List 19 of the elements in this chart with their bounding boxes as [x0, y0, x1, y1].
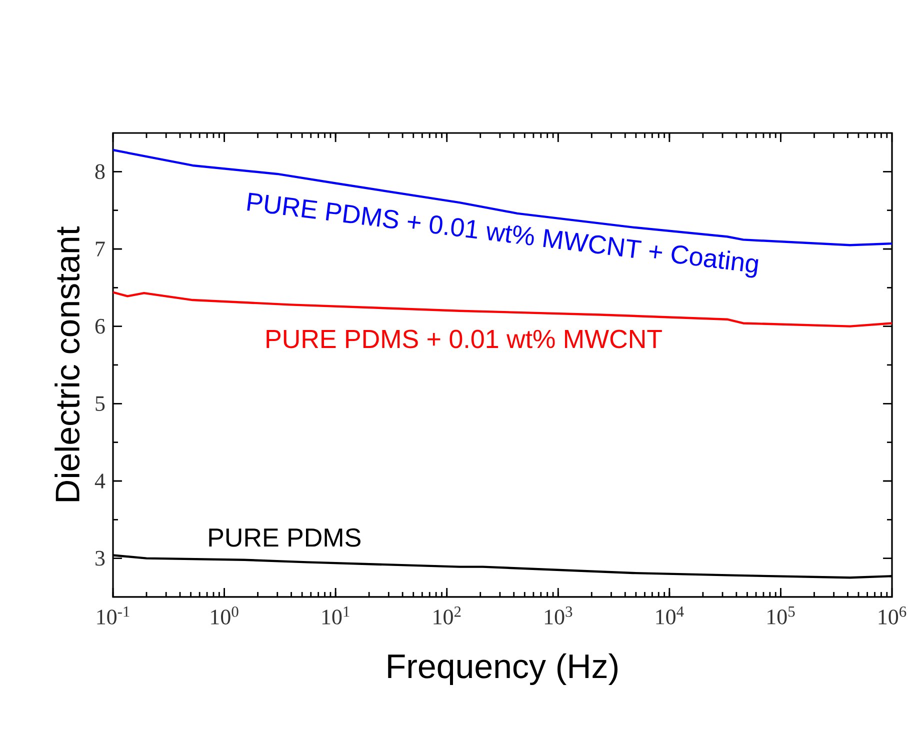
x-tick-label: 10$^{5}$ — [768, 606, 795, 624]
y-tick-label: 8 — [95, 164, 105, 180]
x-tick-label: 10$^{6}$ — [878, 606, 906, 624]
x-tick-label: 10$^{2}$ — [434, 606, 461, 624]
x-tick-label: 10$^{0}$ — [211, 606, 238, 625]
y-axis-title: Dielectric constant — [54, 226, 80, 502]
x-axis-title: Frequency (Hz) — [388, 653, 618, 686]
y-tick-label: 5 — [96, 396, 105, 411]
series-label: PURE PDMS + 0.01 wt% MWCNT — [266, 330, 662, 348]
y-tick-label: 7 — [96, 242, 105, 256]
x-tick-label: 10$^{-1}$ — [97, 606, 130, 624]
series-label: PURE PDMS — [209, 528, 360, 547]
x-tick-label: 10$^{3}$ — [544, 606, 572, 624]
y-tick-label: 4 — [94, 474, 106, 488]
x-tick-label: 10$^{4}$ — [656, 606, 684, 624]
text: PURE PDMS + 0.01 wt% MWCNT + Coating — [247, 192, 758, 278]
y-tick-label: 3 — [96, 550, 105, 566]
x-tick-label: 10$^{1}$ — [322, 606, 350, 624]
y-tick-label: 6 — [95, 318, 105, 334]
